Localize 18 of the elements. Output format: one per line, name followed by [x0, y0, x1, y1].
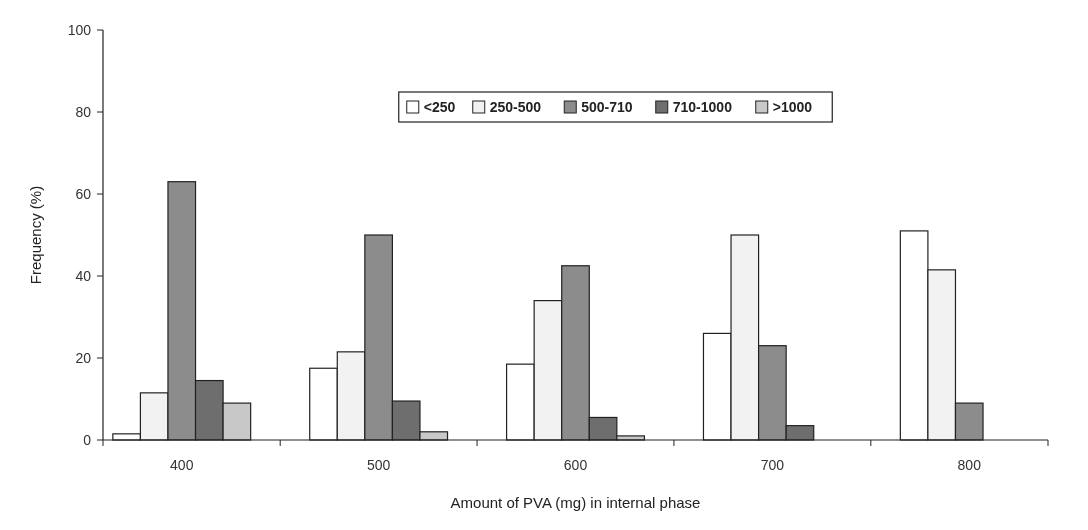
y-tick-label: 40 — [75, 267, 92, 284]
legend-label: 500-710 — [581, 99, 633, 115]
legend-label: >1000 — [772, 99, 813, 115]
x-tick-label: 600 — [563, 457, 588, 473]
y-axis-title: Frequency (%) — [27, 185, 44, 285]
legend-label: 710-1000 — [672, 99, 733, 115]
legend-label: <250 — [423, 99, 456, 115]
legend-label: 250-500 — [489, 99, 542, 115]
x-tick-label: 700 — [760, 457, 785, 473]
y-tick-label: 20 — [75, 349, 92, 366]
x-tick-label: 400 — [170, 457, 194, 473]
x-tick-label: 500 — [366, 457, 391, 473]
y-tick-label: 100 — [67, 21, 92, 38]
x-axis-title: Amount of PVA (mg) in internal phase — [450, 494, 701, 511]
y-tick-label: 80 — [75, 103, 92, 120]
y-tick-label: 60 — [75, 185, 92, 202]
y-tick-label: 0 — [83, 431, 92, 448]
x-tick-label: 800 — [957, 457, 982, 473]
